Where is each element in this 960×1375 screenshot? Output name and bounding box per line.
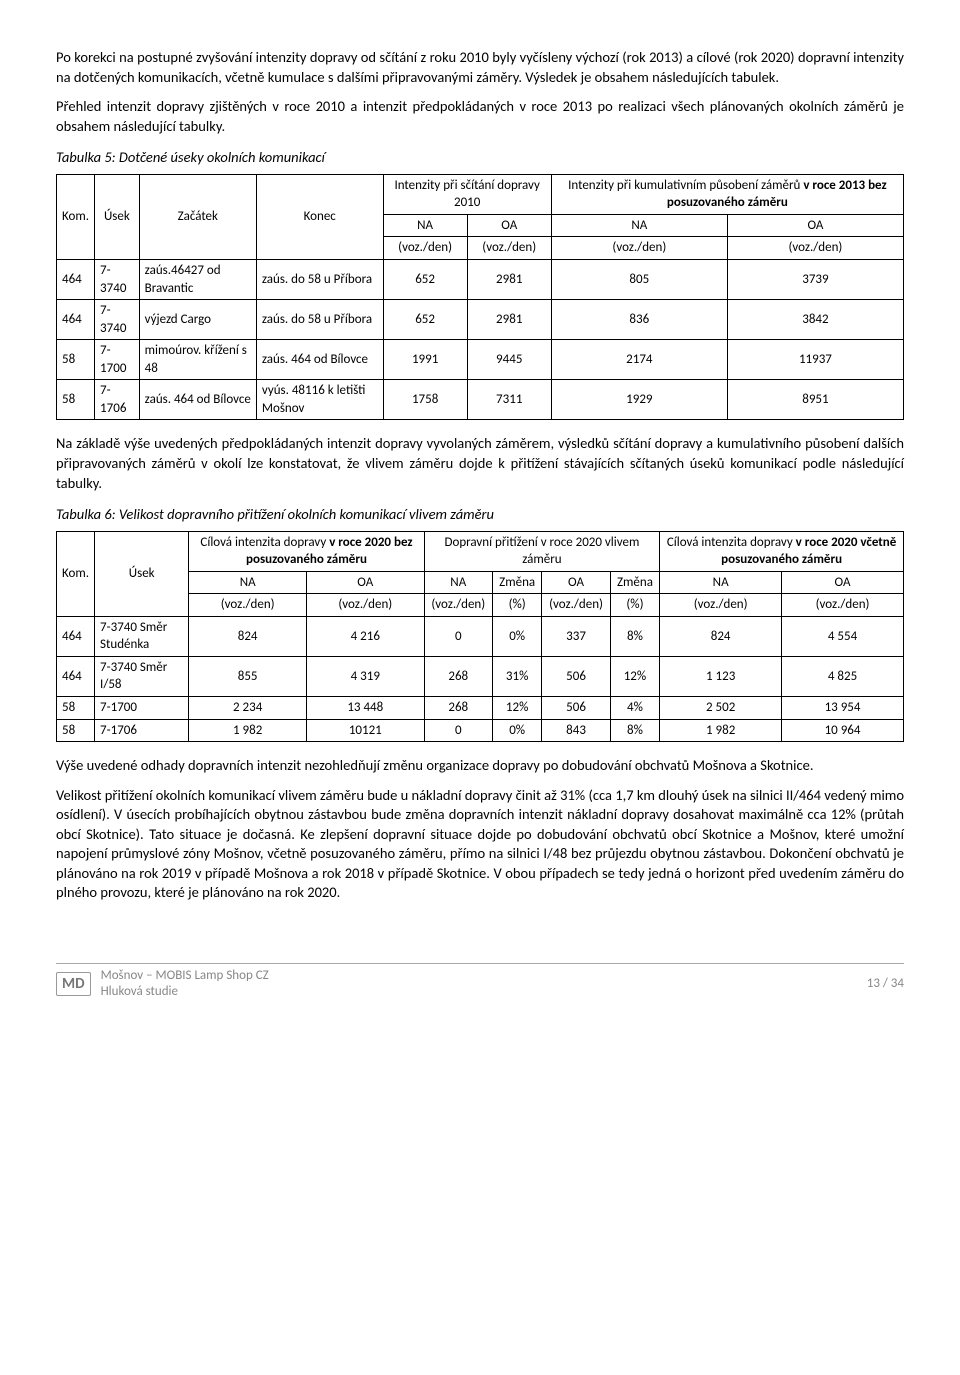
paragraph: Výše uvedené odhady dopravních intenzit … bbox=[56, 756, 904, 776]
table-row: 464 7-3740 Směr I/58 855 4 319 268 31% 5… bbox=[57, 656, 904, 696]
t5-oa: OA bbox=[727, 214, 903, 237]
t6-h-kom: Kom. bbox=[57, 531, 95, 616]
paragraph: Na základě výše uvedených předpokládanýc… bbox=[56, 434, 904, 493]
t5-na: NA bbox=[551, 214, 727, 237]
t5-unit: (voz./den) bbox=[383, 237, 467, 260]
paragraph: Po korekci na postupné zvyšování intenzi… bbox=[56, 48, 904, 87]
table-row: 464 7-3740 Směr Studénka 824 4 216 0 0% … bbox=[57, 616, 904, 656]
table5-title: Tabulka 5: Dotčené úseky okolních komuni… bbox=[56, 148, 904, 168]
page-number: 13 / 34 bbox=[867, 975, 904, 993]
table-row: 464 7-3740 výjezd Cargo zaús. do 58 u Př… bbox=[57, 300, 904, 340]
paragraph: Velikost přitížení okolních komunikací v… bbox=[56, 786, 904, 903]
page-footer: MD Mošnov – MOBIS Lamp Shop CZ Hluková s… bbox=[56, 963, 904, 999]
table5: Kom. Úsek Začátek Konec Intenzity při sč… bbox=[56, 174, 904, 421]
t6-h-cil-vc: Cílová intenzita dopravy v roce 2020 vče… bbox=[660, 531, 904, 571]
t6-h-prit: Dopravní přitížení v roce 2020 vlivem zá… bbox=[424, 531, 660, 571]
t5-h-int2013: Intenzity při kumulativním působení zámě… bbox=[551, 174, 903, 214]
table-row: 58 7-1700 mimoúrov. křížení s 48 zaús. 4… bbox=[57, 340, 904, 380]
t5-unit: (voz./den) bbox=[727, 237, 903, 260]
t5-unit: (voz./den) bbox=[467, 237, 551, 260]
t6-h-usek: Úsek bbox=[95, 531, 189, 616]
logo-icon: MD bbox=[56, 972, 91, 996]
t5-oa: OA bbox=[467, 214, 551, 237]
paragraph: Přehled intenzit dopravy zjištěných v ro… bbox=[56, 97, 904, 136]
t5-na: NA bbox=[383, 214, 467, 237]
footer-line2: Hluková studie bbox=[101, 984, 269, 1000]
footer-line1: Mošnov – MOBIS Lamp Shop CZ bbox=[101, 968, 269, 984]
table-row: 58 7-1706 1 982 10121 0 0% 843 8% 1 982 … bbox=[57, 719, 904, 742]
table-row: 58 7-1700 2 234 13 448 268 12% 506 4% 2 … bbox=[57, 697, 904, 720]
table6: Kom. Úsek Cílová intenzita dopravy v roc… bbox=[56, 531, 904, 742]
t5-h-kom: Kom. bbox=[57, 174, 95, 259]
t5-h-zac: Začátek bbox=[139, 174, 256, 259]
table-row: 464 7-3740 zaús.46427 od Bravantic zaús.… bbox=[57, 260, 904, 300]
t5-h-int2010: Intenzity při sčítání dopravy 2010 bbox=[383, 174, 551, 214]
t6-h-cil-bez: Cílová intenzita dopravy v roce 2020 bez… bbox=[189, 531, 424, 571]
t5-unit: (voz./den) bbox=[551, 237, 727, 260]
t5-h-kon: Konec bbox=[256, 174, 383, 259]
table6-title: Tabulka 6: Velikost dopravního přitížení… bbox=[56, 505, 904, 525]
t5-h-usek: Úsek bbox=[95, 174, 140, 259]
table-row: 58 7-1706 zaús. 464 od Bílovce vyús. 481… bbox=[57, 380, 904, 420]
